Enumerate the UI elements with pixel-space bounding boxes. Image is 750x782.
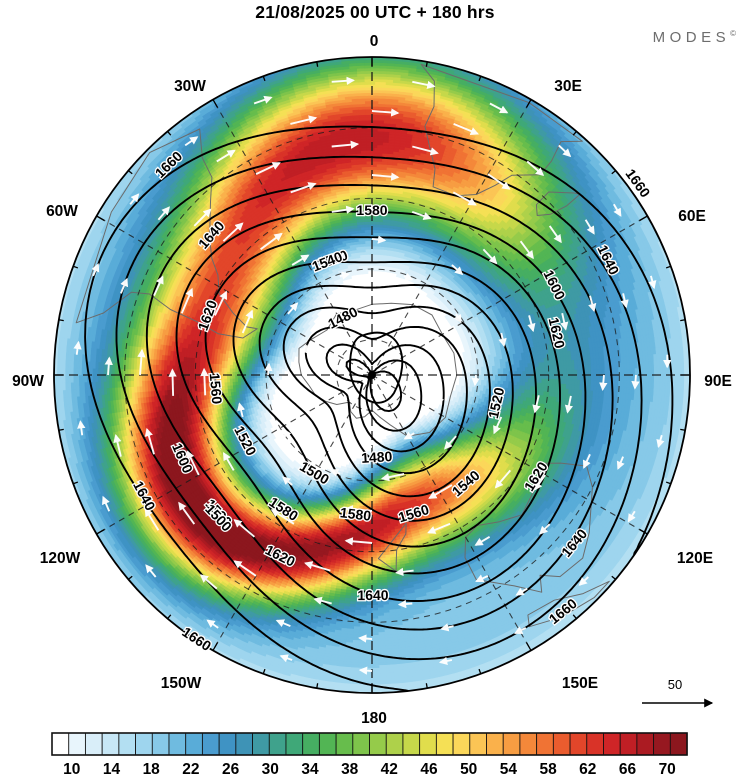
- colorbar-cell: [553, 733, 570, 755]
- colorbar-tick-label: 46: [420, 761, 438, 778]
- colorbar-cell: [52, 733, 69, 755]
- colorbar-cell: [570, 733, 587, 755]
- longitude-label-90E: 90E: [704, 373, 732, 390]
- longitude-label-60W: 60W: [46, 203, 78, 220]
- map-canvas[interactable]: 1660166016601660164016401640164016401620…: [0, 0, 750, 726]
- colorbar-cell: [269, 733, 286, 755]
- contour-label: 1560: [207, 372, 226, 405]
- colorbar-tick-label: 50: [460, 761, 477, 778]
- colorbar-cell: [119, 733, 136, 755]
- colorbar-cell: [186, 733, 203, 755]
- colorbar-tick-label: 10: [63, 761, 80, 778]
- colorbar-cell: [219, 733, 236, 755]
- colorbar-cell: [587, 733, 604, 755]
- colorbar-tick-label: 42: [381, 761, 398, 778]
- colorbar-tick-label: 38: [341, 761, 359, 778]
- colorbar-cell: [603, 733, 620, 755]
- colorbar-cell: [85, 733, 102, 755]
- wind-scale-legend: 50: [642, 677, 712, 703]
- pole-dot-icon: [368, 371, 376, 379]
- colorbar-cell: [236, 733, 253, 755]
- colorbar-cell: [537, 733, 554, 755]
- contour-label: 1480: [361, 448, 393, 466]
- colorbar-cell: [69, 733, 86, 755]
- colorbar-cell: [470, 733, 487, 755]
- colorbar-cell: [386, 733, 403, 755]
- longitude-label-30E: 30E: [554, 78, 582, 95]
- longitude-label-60E: 60E: [678, 208, 706, 225]
- colorbar-cell: [202, 733, 219, 755]
- colorbar-cell: [319, 733, 336, 755]
- longitude-label-0: 0: [370, 33, 379, 50]
- wind-scale-value: 50: [668, 677, 682, 692]
- colorbar-cell: [152, 733, 169, 755]
- colorbar-cell: [486, 733, 503, 755]
- colorbar-tick-label: 14: [103, 761, 121, 778]
- colorbar-cell: [303, 733, 320, 755]
- longitude-label-120W: 120W: [40, 550, 81, 567]
- colorbar-cell: [503, 733, 520, 755]
- colorbar-cell: [169, 733, 186, 755]
- colorbar-cell: [620, 733, 637, 755]
- contour-label: 1640: [357, 587, 388, 603]
- polar-map[interactable]: 1660 1660 1660 1660 1640 1640 1640 1640 1640 1620…: [0, 0, 750, 726]
- colorbar-tick-label: 66: [619, 761, 637, 778]
- colorbar-tick-label: 70: [659, 761, 676, 778]
- colorbar[interactable]: 10 14 18 22 26 30 34 38 42 46 50 54 58 62 66 70: [0, 726, 750, 782]
- colorbar-cell: [520, 733, 537, 755]
- colorbar-ticks: 10 14 18 22 26 30 34 38 42 46 50 54 58 62 66 70: [63, 761, 676, 778]
- colorbar-tick-label: 54: [500, 761, 518, 778]
- colorbar-cell: [670, 733, 687, 755]
- longitude-label-150W: 150W: [161, 675, 202, 692]
- colorbar-tick-label: 34: [301, 761, 319, 778]
- colorbar-tick-label: 22: [182, 761, 199, 778]
- colorbar-tick-label: 58: [539, 761, 557, 778]
- colorbar-cell: [136, 733, 153, 755]
- colorbar-cell: [654, 733, 671, 755]
- colorbar-cell: [420, 733, 437, 755]
- longitude-label-120E: 120E: [677, 550, 713, 567]
- colorbar-cell: [436, 733, 453, 755]
- colorbar-cell: [637, 733, 654, 755]
- colorbar-cell: [336, 733, 353, 755]
- colorbar-cell: [370, 733, 387, 755]
- colorbar-cell: [403, 733, 420, 755]
- colorbar-cells: [52, 733, 687, 755]
- colorbar-cell: [253, 733, 270, 755]
- longitude-label-30W: 30W: [174, 78, 206, 95]
- colorbar-canvas[interactable]: 10 14 18 22 26 30 34 38 42 46 50 54 58 62 66 70: [0, 726, 750, 782]
- colorbar-tick-label: 18: [143, 761, 161, 778]
- colorbar-cell: [353, 733, 370, 755]
- colorbar-tick-label: 26: [222, 761, 240, 778]
- colorbar-cell: [453, 733, 470, 755]
- colorbar-cell: [102, 733, 119, 755]
- colorbar-tick-label: 62: [579, 761, 596, 778]
- longitude-label-180: 180: [361, 710, 387, 726]
- longitude-label-90W: 90W: [12, 373, 44, 390]
- contour-label: 1580: [356, 202, 387, 218]
- colorbar-cell: [286, 733, 303, 755]
- colorbar-tick-label: 30: [262, 761, 279, 778]
- pole-dot-icon: [368, 371, 376, 379]
- longitude-label-150E: 150E: [562, 675, 598, 692]
